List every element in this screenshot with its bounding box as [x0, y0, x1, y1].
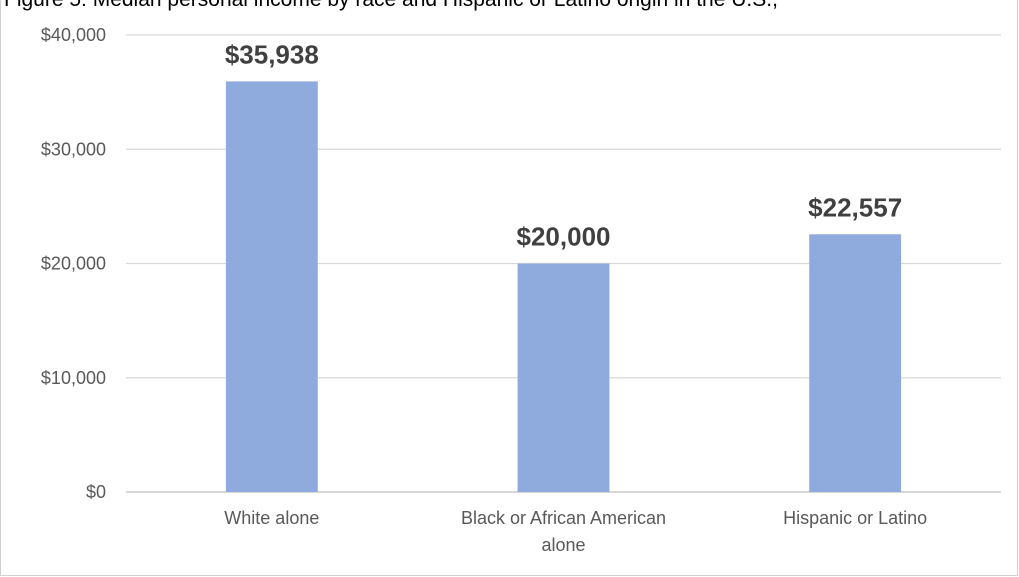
data-label: $20,000 — [517, 222, 611, 252]
bar — [809, 234, 902, 493]
data-label: $22,557 — [808, 192, 902, 222]
y-tick-label: $40,000 — [41, 25, 106, 45]
y-tick-label: $30,000 — [41, 139, 106, 159]
data-labels: $35,938 $20,000 $22,557 — [225, 39, 902, 251]
x-category-label: White alone — [224, 508, 319, 528]
x-category-label: Hispanic or Latino — [783, 508, 927, 528]
bar — [225, 81, 318, 492]
y-tick-label: $10,000 — [41, 368, 106, 388]
x-axis-category-labels: White alone Black or African American alon… — [224, 508, 927, 555]
y-axis-tick-labels: $0 $10,000 $20,000 $30,000 $40,000 — [41, 25, 106, 502]
x-category-label: Black or African American alone — [461, 508, 666, 555]
bars — [225, 81, 902, 493]
y-tick-label: $0 — [86, 482, 106, 502]
bar — [517, 263, 610, 492]
y-tick-label: $20,000 — [41, 254, 106, 274]
figure-caption: Figure 5: Median personal income by race… — [4, 0, 778, 10]
data-label: $35,938 — [225, 39, 319, 69]
